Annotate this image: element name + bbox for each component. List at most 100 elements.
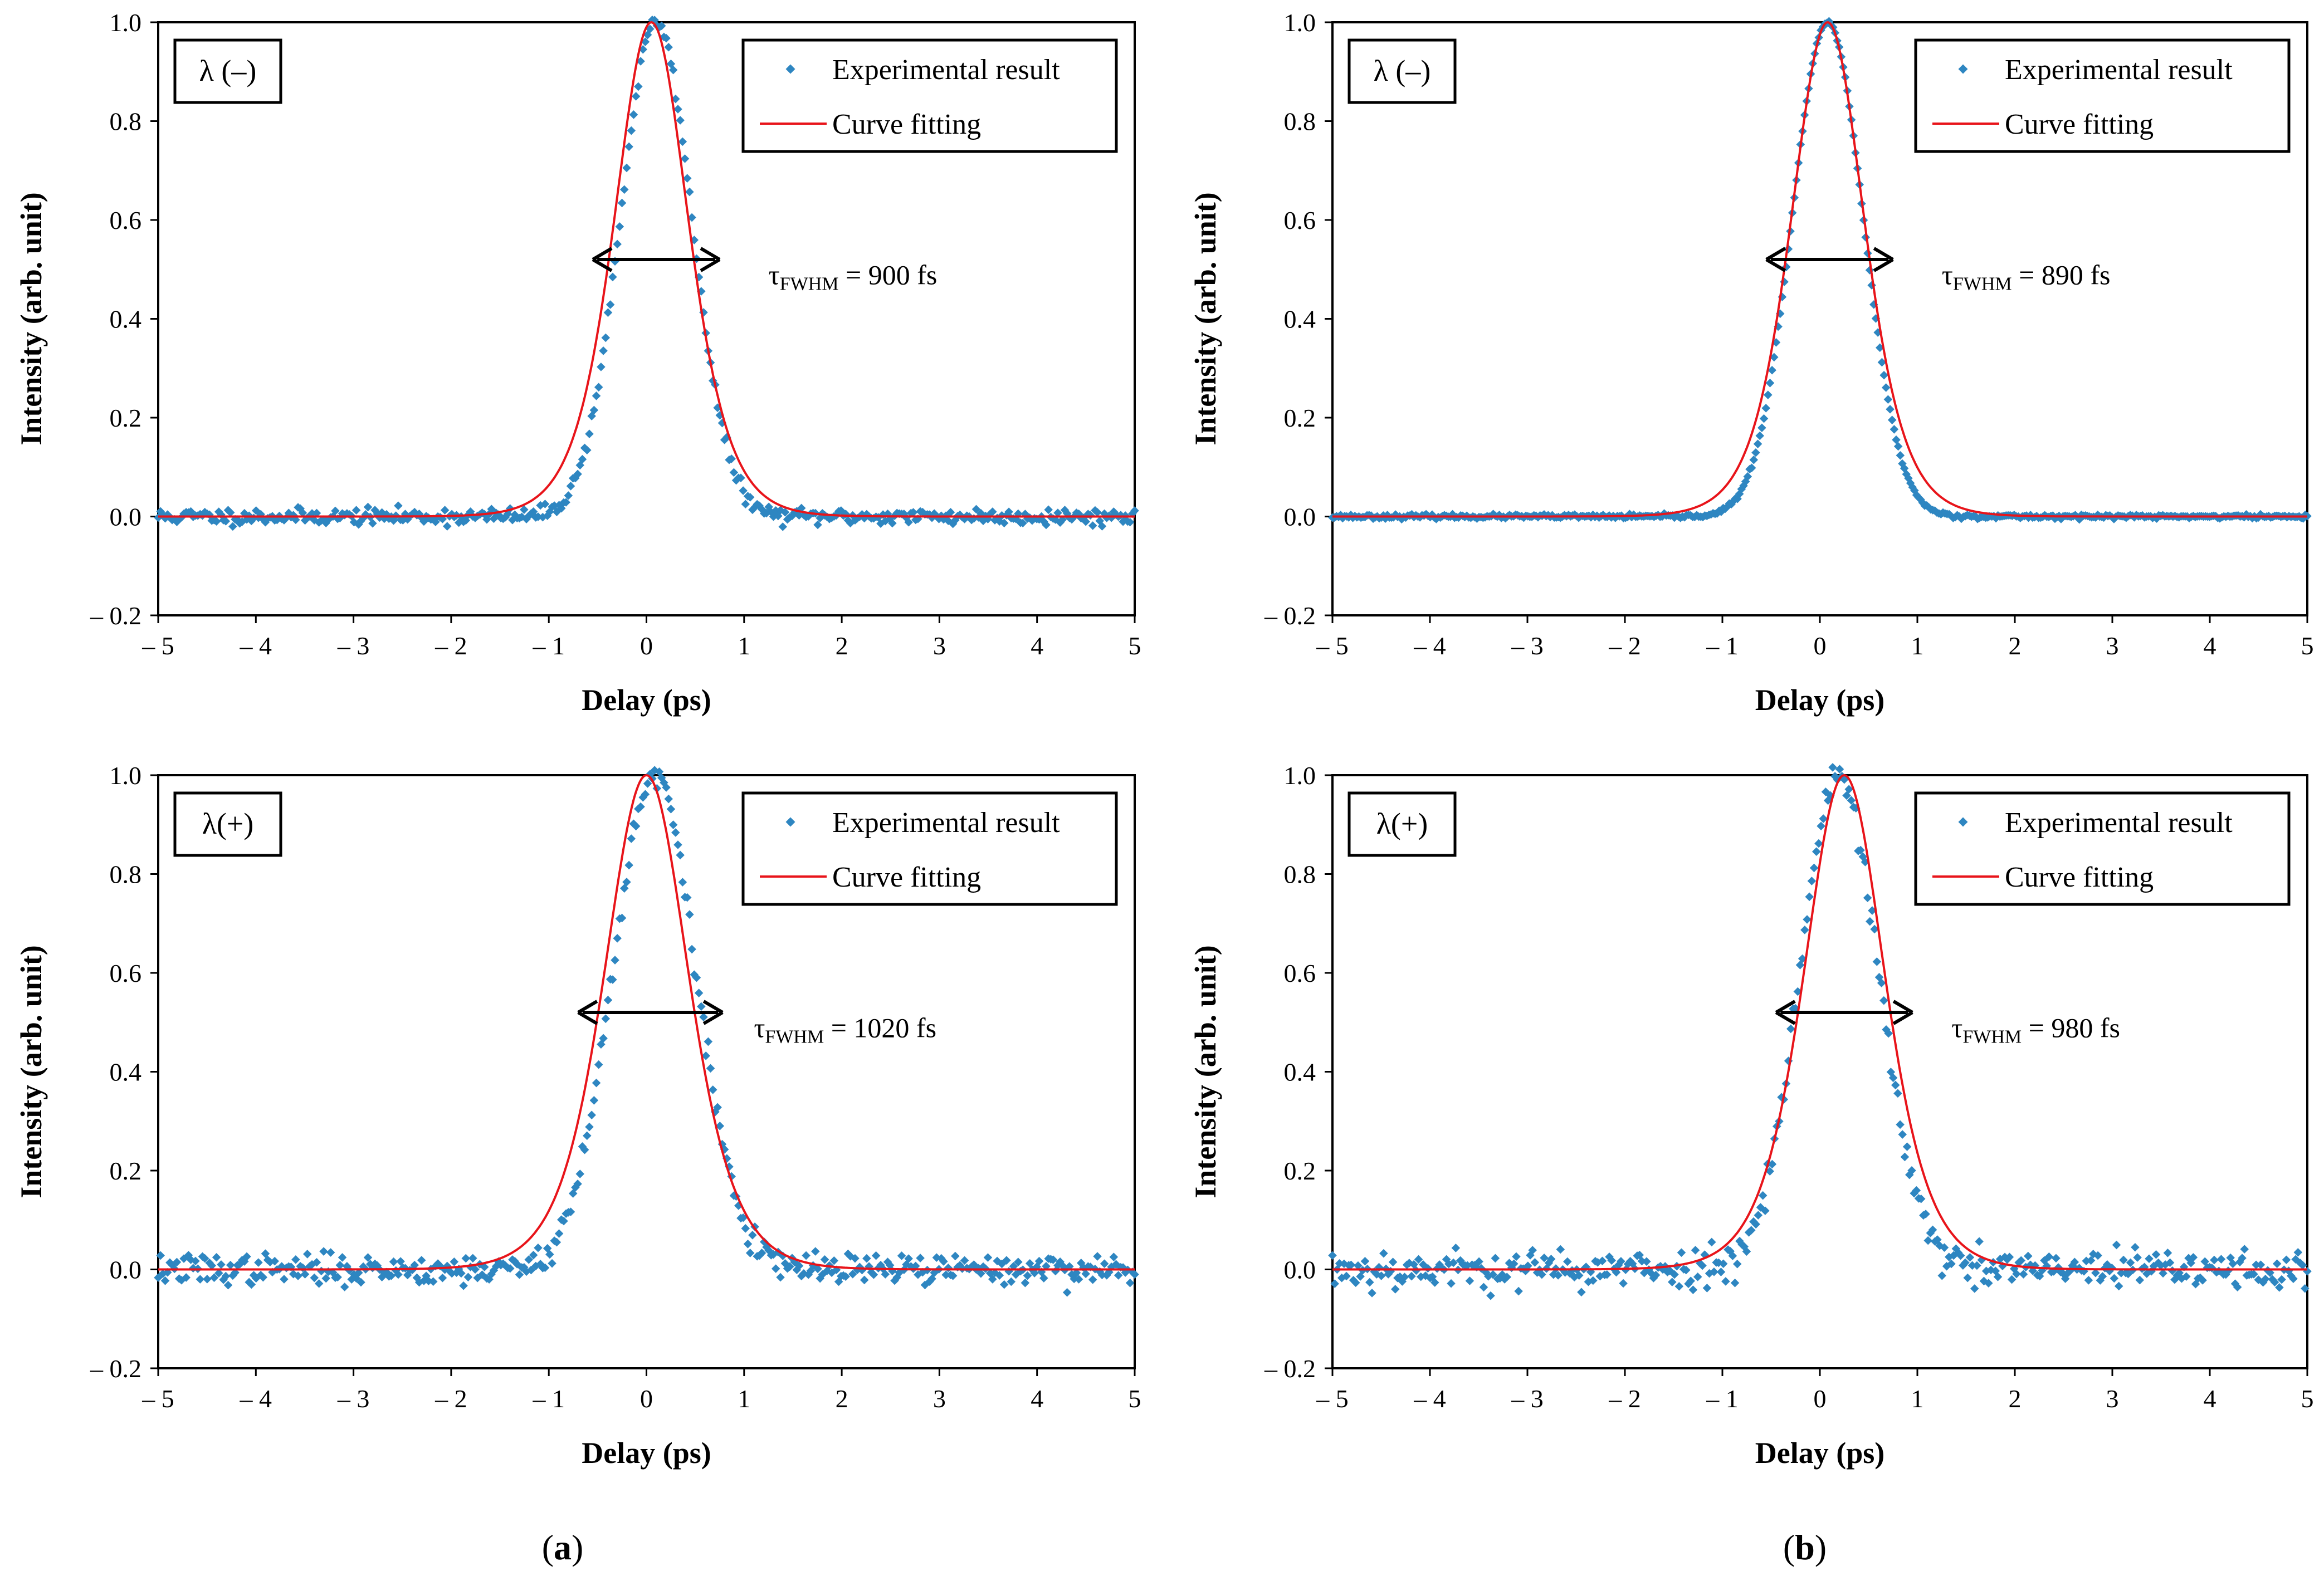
experimental-point [1732, 1259, 1742, 1269]
experimental-point [1893, 1089, 1902, 1098]
experimental-point [1360, 1256, 1370, 1266]
experimental-point [1330, 1279, 1339, 1288]
experimental-point [2228, 1259, 2238, 1269]
experimental-point [1688, 1285, 1698, 1294]
experimental-point [673, 105, 682, 114]
x-tick-label: – 2 [434, 1384, 467, 1413]
experimental-point [1574, 1271, 1584, 1280]
experimental-point [540, 500, 550, 508]
experimental-point [743, 1240, 753, 1249]
experimental-point [1891, 1080, 1900, 1090]
fwhm-value: = 900 fs [839, 259, 938, 290]
experimental-point [678, 137, 687, 146]
experimental-point [603, 308, 613, 317]
experimental-point [813, 520, 822, 530]
legend-box [741, 38, 1118, 153]
y-tick-label: – 0.2 [1264, 601, 1316, 630]
experimental-point [1368, 1289, 1376, 1298]
x-tick-label: 5 [2301, 1384, 2314, 1413]
experimental-point [1556, 1245, 1565, 1254]
experimental-point [1937, 1271, 1947, 1280]
y-tick-label: 0.4 [1284, 305, 1316, 334]
experimental-point [1617, 1257, 1625, 1266]
experimental-point [589, 405, 599, 415]
x-tick-label: 1 [1911, 632, 1924, 660]
wavelength-tag: λ(+) [1347, 791, 1457, 857]
wavelength-tag-box [1347, 38, 1457, 104]
experimental-point [363, 502, 373, 512]
experimental-point [1651, 1270, 1661, 1280]
y-tick-label: 0.2 [1284, 1157, 1316, 1185]
legend-box [1914, 791, 2291, 906]
experimental-point [704, 1037, 713, 1046]
experimental-point [771, 1264, 780, 1273]
experimental-point [2165, 1258, 2175, 1267]
experimental-point [1486, 1291, 1495, 1300]
experimental-point [1844, 785, 1853, 794]
x-tick-label: 2 [2009, 1384, 2022, 1413]
experimental-point [713, 1103, 722, 1112]
experimental-point [1002, 1256, 1011, 1265]
x-tick-label: 3 [2106, 1384, 2119, 1413]
experimental-point [1730, 1278, 1740, 1288]
experimental-point [1807, 877, 1817, 885]
experimental-point [1921, 1210, 1930, 1218]
fwhm-annotation: τFWHM = 900 fs [769, 259, 938, 294]
experimental-point [622, 878, 631, 887]
experimental-point [708, 1085, 717, 1094]
experimental-point [1554, 1271, 1563, 1280]
experimental-point [1537, 1270, 1546, 1279]
experimental-point [2256, 1260, 2266, 1269]
experimental-point [1088, 521, 1097, 530]
experimental-point [699, 1012, 708, 1021]
experimental-point [2131, 1242, 2140, 1252]
y-tick-label: 0.6 [110, 206, 142, 234]
wavelength-tag-label: λ(+) [1376, 807, 1428, 840]
experimental-point [1488, 1270, 1497, 1279]
experimental-point [1682, 1265, 1691, 1275]
x-tick-label: – 1 [532, 1384, 565, 1413]
experimental-point [1668, 1278, 1677, 1286]
experimental-point [587, 1110, 596, 1120]
experimental-point [701, 1051, 710, 1060]
experimental-point [687, 213, 696, 222]
x-tick-label: 3 [2106, 632, 2119, 660]
experimental-point [687, 944, 696, 954]
y-tick-label: 0.8 [110, 860, 142, 889]
wavelength-tag: λ (–) [173, 38, 282, 104]
experimental-point [624, 142, 633, 151]
x-tick-label: 4 [1031, 632, 1043, 660]
y-tick-label: 0.6 [1284, 959, 1316, 987]
experimental-point [680, 154, 690, 163]
experimental-point [1805, 892, 1814, 902]
experimental-point [1062, 1288, 1072, 1297]
fwhm-arrow-left-head [592, 247, 613, 272]
x-axis-label: Delay (ps) [1755, 683, 1884, 717]
experimental-point [2163, 1249, 2172, 1257]
wavelength-tag: λ(+) [173, 791, 282, 857]
experimental-point [1475, 1257, 1483, 1266]
experimental-point [2216, 1255, 2226, 1264]
experimental-point [657, 21, 666, 31]
fwhm-subscript: FWHM [1953, 273, 2012, 294]
experimental-point [2070, 1257, 2079, 1267]
experimental-point [1847, 796, 1856, 805]
experimental-point [2005, 1252, 2014, 1262]
y-tick-label: – 0.2 [90, 1354, 141, 1383]
experimental-point [1693, 1272, 1702, 1281]
experimental-point [785, 1262, 794, 1271]
experimental-point [741, 1224, 750, 1233]
experimental-point [1130, 506, 1139, 515]
y-tick-label: 0.4 [110, 1058, 142, 1086]
experimental-point [2110, 1274, 2119, 1283]
legend-box [741, 791, 1118, 906]
experimental-point [1509, 1259, 1519, 1269]
experimental-point [1670, 1270, 1679, 1279]
experimental-point [2151, 1250, 2161, 1259]
experimental-point [685, 187, 694, 197]
experimental-point [636, 802, 645, 811]
experimental-point [1042, 520, 1051, 530]
experimental-point [776, 1272, 785, 1282]
experimental-point [904, 1254, 913, 1263]
experimental-point [1751, 1220, 1760, 1229]
